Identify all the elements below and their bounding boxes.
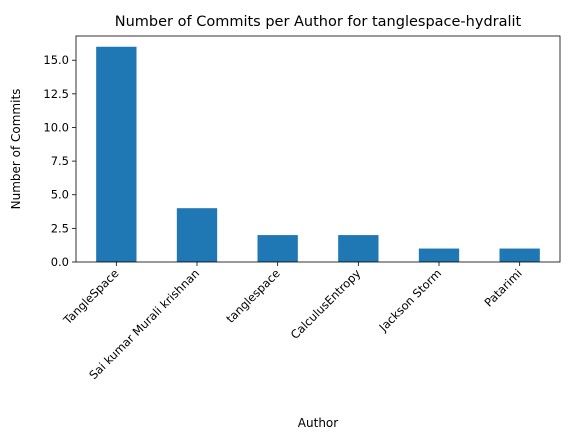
bar-3	[338, 235, 379, 262]
y-tick-label-3: 7.5	[51, 154, 69, 168]
x-tick-label-4: Jackson Storm	[376, 266, 445, 335]
y-tick-label-0: 0.0	[51, 255, 69, 269]
plot-frame	[75, 35, 561, 263]
x-axis-label: Author	[298, 416, 338, 430]
bars-group	[96, 46, 540, 263]
y-tick-label-2: 5.0	[51, 188, 69, 202]
y-tick-label-5: 12.5	[43, 87, 69, 101]
x-tick-label-2: tanglespace	[223, 266, 283, 326]
y-tick-label-6: 15.0	[43, 53, 69, 67]
y-tick-label-1: 2.5	[51, 221, 69, 235]
x-tick-label-5: Patarimi	[481, 266, 524, 309]
y-axis: 0.0 2.5 5.0 7.5 10.0 12.5 15.0	[43, 53, 76, 269]
bar-5	[499, 248, 540, 262]
bar-1	[176, 208, 218, 262]
y-tick-label-4: 10.0	[43, 120, 69, 134]
bar-0	[96, 46, 137, 263]
x-tick-label-0: TangleSpace	[60, 266, 122, 328]
x-tick-label-3: CalculusEntropy	[288, 266, 364, 342]
chart-title: Number of Commits per Author for tangles…	[115, 14, 522, 30]
y-axis-label: Number of Commits	[9, 89, 23, 210]
bar-4	[418, 248, 460, 262]
bar-2	[257, 235, 298, 262]
